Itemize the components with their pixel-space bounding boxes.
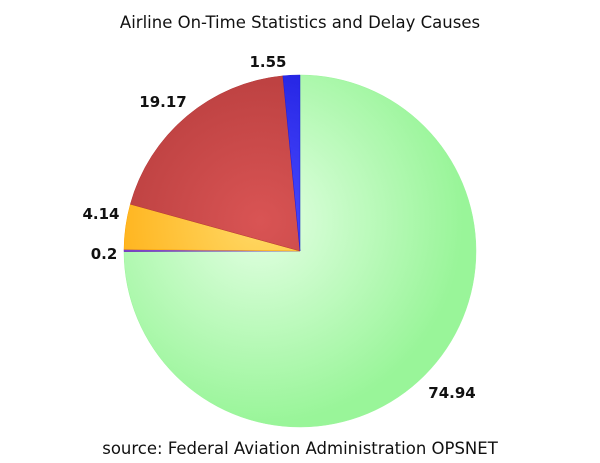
pie-slice-19-17 (130, 75, 301, 252)
slice-label-4-14: 4.14 (82, 205, 119, 223)
source-footnote: source: Federal Aviation Administration … (102, 439, 498, 458)
slice-label-0-2: 0.2 (91, 245, 118, 263)
slice-label-1-55: 1.55 (249, 53, 286, 71)
pie-slice-74-94 (123, 74, 477, 428)
pie-slices (123, 74, 477, 428)
slice-label-74-94: 74.94 (428, 384, 475, 402)
slice-labels: 74.94 0.2 4.14 19.17 1.55 (82, 53, 475, 402)
chart-title: Airline On-Time Statistics and Delay Cau… (120, 13, 480, 32)
pie-slice-1-55 (282, 74, 301, 252)
slice-label-19-17: 19.17 (139, 93, 186, 111)
